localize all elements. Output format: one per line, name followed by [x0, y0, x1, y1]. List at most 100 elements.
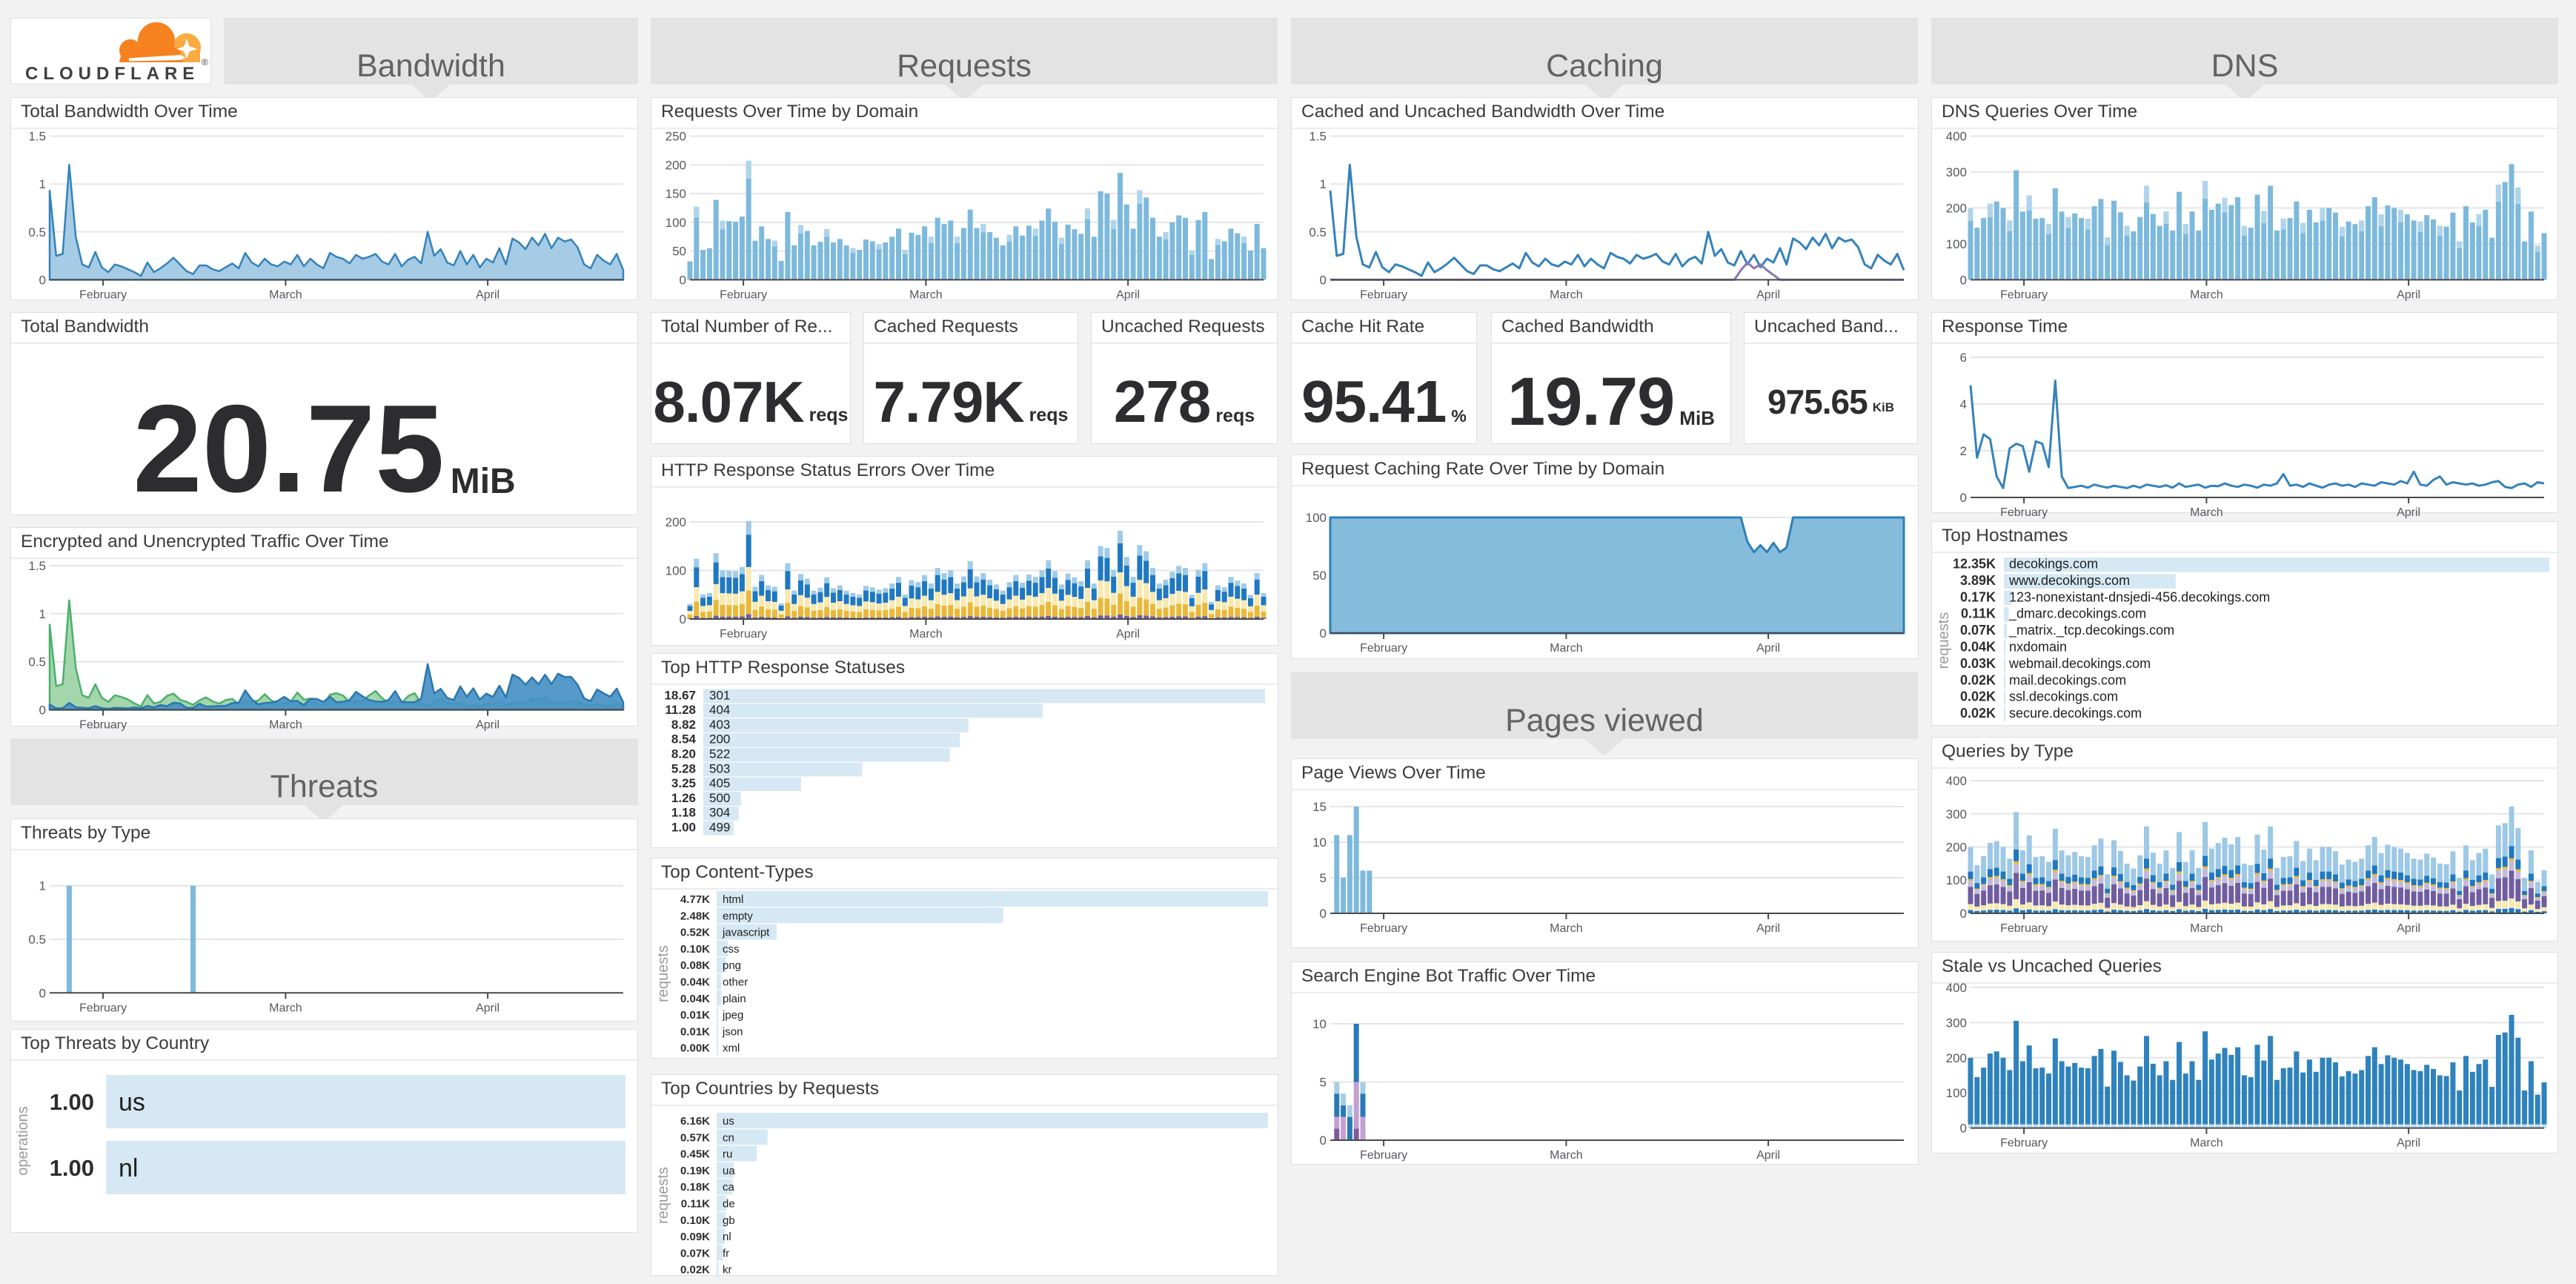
svg-text:1.00: 1.00 [50, 1089, 94, 1115]
svg-text:png: png [723, 959, 741, 972]
svg-text:0.18K: 0.18K [680, 1181, 710, 1194]
svg-text:200: 200 [1946, 1051, 1967, 1065]
svg-text:0.10K: 0.10K [680, 943, 710, 956]
svg-text:50: 50 [672, 245, 686, 259]
svg-text:requests: requests [655, 1167, 671, 1224]
svg-text:0.19K: 0.19K [680, 1165, 710, 1177]
svg-text:ca: ca [723, 1181, 735, 1194]
svg-text:0.02K: 0.02K [1960, 672, 1996, 687]
svg-text:0: 0 [1320, 626, 1327, 641]
svg-text:0: 0 [39, 986, 46, 1000]
svg-text:18.67: 18.67 [664, 688, 696, 702]
svg-text:de: de [723, 1198, 735, 1211]
svg-text:_matrix._tcp.decokings.com: _matrix._tcp.decokings.com [2008, 623, 2174, 638]
svg-text:kr: kr [723, 1264, 732, 1277]
svg-text:0: 0 [680, 273, 686, 287]
svg-text:March: March [269, 288, 302, 301]
svg-text:0.11K: 0.11K [681, 1198, 710, 1211]
svg-text:0.5: 0.5 [28, 225, 46, 239]
svg-text:March: March [2190, 288, 2223, 301]
svg-text:1.00: 1.00 [671, 821, 696, 835]
svg-text:0.02K: 0.02K [1960, 689, 1996, 704]
svg-text:100: 100 [1946, 1086, 1967, 1100]
svg-text:March: March [1550, 288, 1582, 301]
svg-text:1.5: 1.5 [28, 130, 46, 144]
svg-text:0.09K: 0.09K [680, 1231, 710, 1243]
svg-text:April: April [476, 288, 499, 301]
svg-text:jpeg: jpeg [722, 1009, 743, 1022]
svg-text:0.01K: 0.01K [680, 1009, 710, 1022]
svg-text:200: 200 [665, 158, 686, 172]
svg-text:April: April [1756, 1149, 1780, 1162]
svg-text:304: 304 [709, 806, 730, 820]
svg-text:cn: cn [723, 1131, 734, 1144]
svg-text:2: 2 [1960, 444, 1967, 458]
svg-text:operations: operations [15, 1106, 31, 1175]
svg-text:April: April [1116, 288, 1140, 301]
svg-text:0: 0 [39, 703, 46, 717]
svg-text:6: 6 [1960, 351, 1967, 365]
svg-text:_dmarc.decokings.com: _dmarc.decokings.com [2008, 606, 2146, 622]
svg-text:0.00K: 0.00K [680, 1042, 710, 1055]
svg-text:0.5: 0.5 [28, 655, 46, 669]
svg-text:CLOUDFLARE: CLOUDFLARE [25, 64, 199, 84]
svg-text:0: 0 [1960, 907, 1967, 921]
svg-text:405: 405 [709, 776, 730, 790]
svg-text:February: February [720, 628, 767, 641]
svg-text:0: 0 [39, 273, 46, 287]
svg-text:0: 0 [1320, 273, 1327, 287]
svg-text:empty: empty [723, 910, 753, 922]
svg-text:301: 301 [709, 688, 730, 702]
svg-text:100: 100 [1946, 873, 1967, 887]
svg-text:0: 0 [1320, 907, 1327, 921]
svg-text:1.18: 1.18 [671, 806, 696, 820]
svg-text:css: css [723, 943, 740, 956]
svg-text:March: March [909, 628, 942, 641]
svg-text:200: 200 [709, 732, 730, 747]
svg-text:March: March [269, 718, 302, 731]
svg-text:April: April [476, 718, 499, 731]
svg-text:0: 0 [1960, 1122, 1967, 1136]
svg-text:webmail.decokings.com: webmail.decokings.com [2008, 656, 2151, 671]
svg-text:0.5: 0.5 [1309, 225, 1327, 239]
svg-text:0.11K: 0.11K [1961, 606, 1996, 621]
svg-text:0: 0 [680, 612, 686, 626]
svg-text:0.04K: 0.04K [1960, 640, 1996, 655]
svg-text:javascript: javascript [722, 927, 770, 939]
svg-text:1.5: 1.5 [28, 559, 46, 573]
svg-text:xml: xml [723, 1042, 740, 1055]
svg-text:1: 1 [39, 607, 46, 621]
svg-text:0.10K: 0.10K [680, 1214, 710, 1227]
svg-text:499: 499 [709, 821, 730, 835]
svg-text:300: 300 [1946, 1016, 1967, 1030]
svg-text:April: April [2397, 288, 2420, 301]
svg-text:March: March [269, 1002, 302, 1014]
svg-text:503: 503 [709, 761, 730, 775]
svg-text:February: February [79, 288, 127, 301]
svg-text:gb: gb [723, 1214, 735, 1227]
svg-text:150: 150 [665, 187, 686, 201]
svg-text:February: February [1360, 1149, 1407, 1162]
svg-text:February: February [79, 718, 127, 731]
svg-text:us: us [723, 1115, 734, 1128]
svg-text:400: 400 [1946, 130, 1967, 144]
svg-text:secure.decokings.com: secure.decokings.com [2009, 706, 2142, 721]
svg-text:February: February [2000, 922, 2048, 935]
svg-text:nl: nl [723, 1231, 731, 1243]
svg-text:0.5: 0.5 [28, 933, 46, 947]
svg-text:April: April [2397, 506, 2420, 519]
svg-text:ua: ua [723, 1165, 735, 1177]
svg-text:50: 50 [1312, 569, 1327, 583]
svg-text:requests: requests [655, 945, 671, 1002]
svg-text:February: February [1360, 922, 1407, 935]
svg-text:1.00: 1.00 [50, 1155, 94, 1181]
svg-text:500: 500 [709, 791, 730, 805]
svg-text:3.89K: 3.89K [1960, 573, 1996, 588]
svg-text:0.07K: 0.07K [680, 1247, 710, 1260]
svg-text:®: ® [202, 57, 208, 67]
svg-text:5: 5 [1320, 871, 1327, 885]
svg-text:100: 100 [1946, 237, 1967, 251]
svg-text:us: us [119, 1088, 145, 1116]
svg-text:other: other [723, 976, 748, 989]
svg-text:mail.decokings.com: mail.decokings.com [2009, 672, 2126, 687]
